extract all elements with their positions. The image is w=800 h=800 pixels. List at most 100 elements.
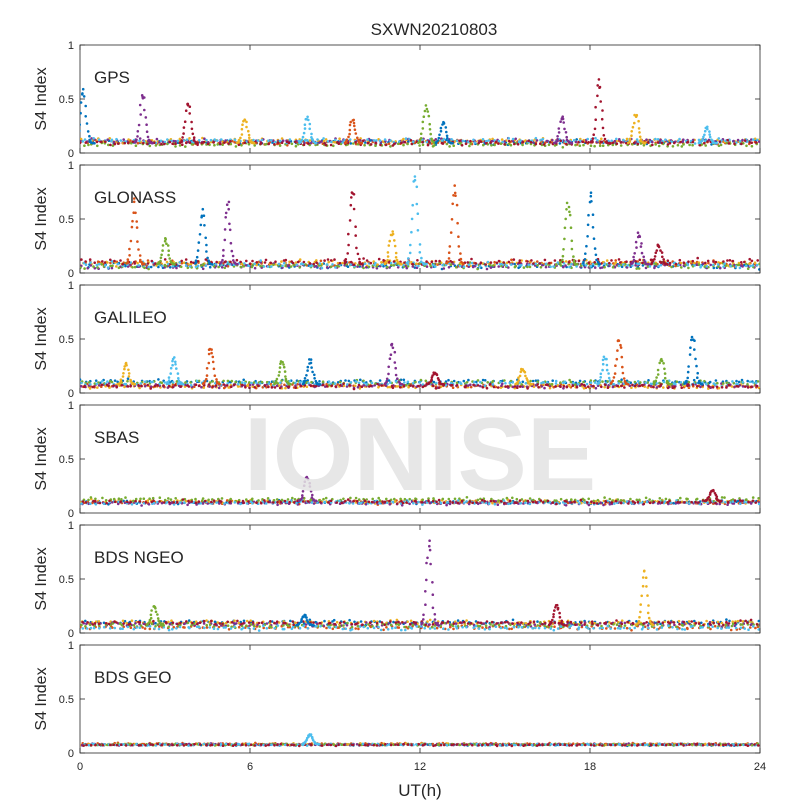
spike-point: [205, 250, 208, 253]
data-point: [712, 263, 715, 267]
data-point: [442, 137, 446, 141]
spike-point: [194, 259, 198, 263]
data-point: [189, 262, 193, 266]
spike-point: [199, 223, 203, 227]
data-point: [635, 267, 638, 270]
data-point: [673, 386, 676, 389]
data-point: [148, 144, 152, 148]
data-point: [352, 499, 355, 503]
data-point: [112, 384, 115, 387]
spike-point: [141, 262, 144, 266]
spike-point: [638, 131, 641, 134]
data-point: [140, 384, 143, 388]
spike-point: [416, 212, 420, 215]
spike-point: [130, 382, 134, 386]
data-point: [584, 501, 587, 504]
spike-point: [559, 260, 562, 264]
spike-point: [303, 379, 306, 383]
data-point: [116, 380, 119, 384]
spike-point: [125, 364, 128, 367]
data-point: [662, 386, 665, 389]
spike-point: [637, 127, 641, 130]
data-point: [706, 140, 709, 143]
data-point: [160, 501, 164, 505]
data-point: [214, 384, 218, 387]
data-point: [333, 382, 337, 385]
spike-point: [614, 364, 617, 368]
data-point: [169, 498, 173, 501]
data-point: [543, 386, 546, 390]
spike-point: [207, 352, 211, 356]
data-point: [351, 502, 355, 505]
data-point: [693, 261, 696, 265]
data-point: [220, 500, 223, 503]
spike-point: [656, 368, 660, 372]
data-point: [200, 141, 203, 145]
spike-point: [594, 118, 597, 121]
data-point: [242, 501, 245, 505]
data-point: [608, 261, 611, 265]
spike-point: [622, 377, 626, 380]
data-point: [112, 497, 116, 501]
data-point: [365, 266, 368, 269]
data-point: [645, 500, 649, 504]
data-point: [117, 266, 121, 270]
data-point: [534, 142, 538, 146]
data-point: [717, 144, 721, 148]
spike-point: [228, 228, 232, 232]
data-point: [304, 139, 307, 142]
spike-point: [630, 130, 633, 133]
data-point: [695, 497, 699, 501]
spike-point: [415, 202, 419, 206]
spike-point: [708, 135, 712, 139]
spike-point: [421, 127, 425, 130]
spike-point: [635, 246, 638, 249]
spike-point: [225, 203, 229, 206]
spike-point: [86, 130, 90, 133]
spike-point: [314, 141, 318, 145]
data-point: [756, 259, 759, 262]
spike-point: [128, 247, 131, 251]
data-point: [389, 261, 393, 265]
spike-point: [559, 120, 562, 123]
data-point: [155, 137, 159, 141]
spike-point: [632, 255, 635, 259]
data-point: [312, 384, 316, 388]
data-point: [643, 385, 646, 388]
spike-point: [563, 237, 566, 241]
data-point: [409, 139, 413, 142]
data-point: [95, 382, 99, 386]
spike-point: [702, 135, 705, 139]
spike-point: [690, 335, 694, 339]
data-point: [319, 264, 323, 267]
data-point: [749, 502, 753, 505]
spike-point: [186, 103, 190, 107]
data-point: [255, 263, 258, 267]
data-point: [230, 385, 233, 389]
data-point: [467, 502, 471, 506]
data-point: [608, 503, 612, 506]
data-point: [509, 384, 512, 387]
data-point: [421, 498, 425, 502]
data-point: [160, 381, 164, 385]
data-point: [536, 263, 539, 267]
data-point: [89, 383, 92, 386]
data-point: [295, 501, 298, 505]
data-point: [623, 386, 626, 389]
spike-point: [456, 221, 459, 225]
data-point: [209, 138, 213, 142]
data-point: [465, 381, 469, 384]
data-point: [693, 142, 697, 145]
spike-point: [205, 243, 208, 247]
spike-point: [594, 253, 598, 257]
data-point: [207, 498, 210, 502]
data-point: [647, 140, 650, 144]
data-point: [315, 259, 318, 262]
data-point: [179, 265, 183, 269]
data-point: [666, 386, 670, 390]
spike-point: [450, 218, 454, 221]
data-point: [511, 496, 514, 500]
data-point: [260, 501, 263, 505]
data-point: [532, 498, 535, 502]
